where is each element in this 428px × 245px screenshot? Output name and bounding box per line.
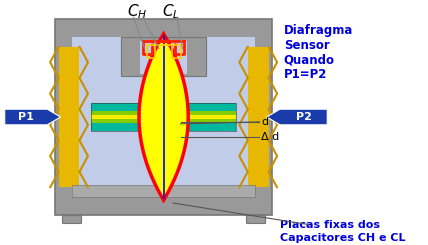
Bar bbox=[91, 111, 236, 115]
Bar bbox=[91, 103, 236, 107]
Text: $C_{H}$: $C_{H}$ bbox=[127, 2, 147, 21]
Bar bbox=[72, 185, 256, 197]
Text: P1=P2: P1=P2 bbox=[284, 68, 327, 81]
Text: Sensor: Sensor bbox=[284, 39, 330, 52]
Bar bbox=[140, 41, 187, 74]
Bar bbox=[121, 37, 206, 76]
Text: Δ d: Δ d bbox=[261, 132, 279, 142]
Bar bbox=[59, 47, 80, 187]
Bar bbox=[91, 123, 236, 127]
Bar bbox=[91, 115, 236, 119]
Bar bbox=[248, 47, 269, 187]
Bar bbox=[246, 215, 265, 223]
Bar bbox=[91, 127, 236, 131]
Bar bbox=[62, 215, 81, 223]
Bar bbox=[91, 103, 236, 131]
Bar bbox=[91, 107, 236, 111]
Text: Quando: Quando bbox=[284, 53, 335, 66]
Text: $C_{L}$: $C_{L}$ bbox=[162, 2, 180, 21]
FancyArrow shape bbox=[5, 109, 60, 125]
Text: Diafragma: Diafragma bbox=[284, 24, 353, 37]
Polygon shape bbox=[139, 34, 188, 200]
Bar bbox=[55, 19, 272, 215]
Bar bbox=[72, 37, 256, 197]
Bar bbox=[91, 119, 236, 123]
Text: P2: P2 bbox=[296, 112, 312, 122]
Text: d: d bbox=[261, 117, 268, 127]
Text: P1: P1 bbox=[18, 112, 34, 122]
Text: Placas fixas dos: Placas fixas dos bbox=[280, 220, 380, 230]
Text: Capacitores CH e CL: Capacitores CH e CL bbox=[280, 233, 405, 243]
FancyArrow shape bbox=[267, 109, 327, 125]
